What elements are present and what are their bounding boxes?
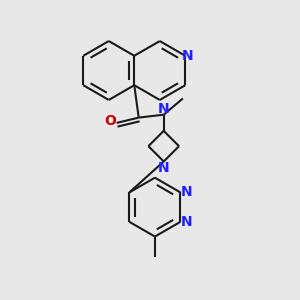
- Text: N: N: [182, 49, 194, 63]
- Text: N: N: [181, 215, 193, 229]
- Text: N: N: [181, 185, 193, 200]
- Text: N: N: [158, 161, 170, 175]
- Text: N: N: [158, 102, 170, 116]
- Text: O: O: [104, 114, 116, 128]
